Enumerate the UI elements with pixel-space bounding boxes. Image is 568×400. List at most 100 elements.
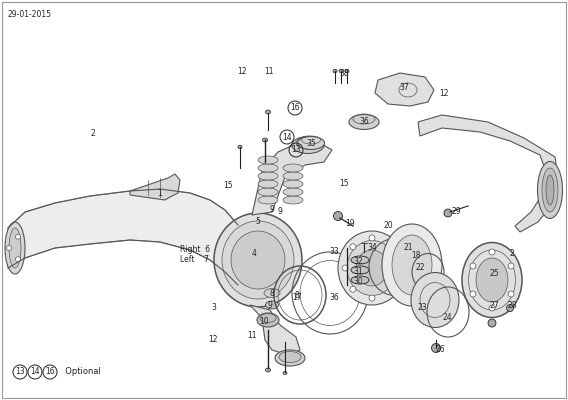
Text: 14: 14 <box>30 368 40 376</box>
Ellipse shape <box>542 168 558 212</box>
Text: 8: 8 <box>295 290 299 300</box>
Text: 14: 14 <box>282 132 292 142</box>
Circle shape <box>342 265 348 271</box>
Circle shape <box>489 305 495 311</box>
Text: 9: 9 <box>278 206 282 216</box>
Text: 15: 15 <box>223 182 233 190</box>
Text: 8: 8 <box>270 290 274 298</box>
Ellipse shape <box>392 235 432 295</box>
Circle shape <box>488 319 496 327</box>
Text: 17: 17 <box>292 292 302 302</box>
Ellipse shape <box>345 69 349 73</box>
Ellipse shape <box>231 231 285 289</box>
Text: Left    7: Left 7 <box>180 254 209 264</box>
Ellipse shape <box>283 188 303 196</box>
Text: 25: 25 <box>489 268 499 278</box>
Ellipse shape <box>356 250 388 286</box>
Ellipse shape <box>258 188 278 196</box>
Text: 11: 11 <box>247 332 257 340</box>
Text: 2: 2 <box>91 128 95 138</box>
Ellipse shape <box>258 180 278 188</box>
Circle shape <box>350 286 356 292</box>
Circle shape <box>15 234 20 239</box>
Circle shape <box>396 265 402 271</box>
Text: 21: 21 <box>403 242 413 252</box>
Ellipse shape <box>222 221 294 299</box>
Text: 5: 5 <box>256 218 261 226</box>
Text: 12: 12 <box>439 90 449 98</box>
Text: 36: 36 <box>329 292 339 302</box>
Text: 4: 4 <box>252 250 256 258</box>
Text: 24: 24 <box>442 312 452 322</box>
Ellipse shape <box>537 162 562 218</box>
Ellipse shape <box>283 172 303 180</box>
Ellipse shape <box>258 156 278 164</box>
Circle shape <box>470 291 476 297</box>
Text: 16: 16 <box>45 368 55 376</box>
Circle shape <box>15 257 20 262</box>
Text: 29-01-2015: 29-01-2015 <box>8 10 52 19</box>
Text: 35: 35 <box>306 138 316 148</box>
Text: 9: 9 <box>270 206 274 214</box>
Polygon shape <box>250 305 300 355</box>
Text: 36: 36 <box>359 118 369 126</box>
Circle shape <box>432 344 441 352</box>
Ellipse shape <box>347 240 397 296</box>
Circle shape <box>369 295 375 301</box>
Polygon shape <box>375 73 434 106</box>
Text: 2: 2 <box>509 248 515 258</box>
Ellipse shape <box>265 301 278 309</box>
Ellipse shape <box>338 231 406 305</box>
Ellipse shape <box>382 224 442 306</box>
Text: 1: 1 <box>158 188 162 198</box>
Ellipse shape <box>476 258 508 302</box>
Text: 37: 37 <box>399 84 409 92</box>
Ellipse shape <box>333 69 337 73</box>
Ellipse shape <box>351 256 369 264</box>
Ellipse shape <box>283 180 303 188</box>
Ellipse shape <box>279 352 301 362</box>
Ellipse shape <box>214 213 302 307</box>
Ellipse shape <box>264 288 280 298</box>
Ellipse shape <box>258 172 278 180</box>
Circle shape <box>508 291 514 297</box>
Ellipse shape <box>349 114 379 130</box>
Circle shape <box>508 263 514 269</box>
Ellipse shape <box>9 228 21 268</box>
Ellipse shape <box>238 145 242 149</box>
Text: 20: 20 <box>383 222 393 230</box>
Ellipse shape <box>339 69 343 73</box>
Ellipse shape <box>283 372 287 374</box>
Text: 23: 23 <box>417 302 427 312</box>
Ellipse shape <box>262 138 268 142</box>
Circle shape <box>388 286 394 292</box>
Polygon shape <box>130 174 180 200</box>
Text: 28: 28 <box>507 300 517 310</box>
Text: 32: 32 <box>353 258 363 266</box>
Text: 22: 22 <box>415 262 425 272</box>
Text: 10: 10 <box>259 318 269 326</box>
Text: 13: 13 <box>291 146 301 154</box>
Text: 34: 34 <box>367 242 377 252</box>
Circle shape <box>388 244 394 250</box>
Text: 26: 26 <box>435 346 445 354</box>
Text: Right  6: Right 6 <box>180 244 210 254</box>
Ellipse shape <box>5 222 25 274</box>
Ellipse shape <box>298 136 324 150</box>
Text: 16: 16 <box>290 104 300 112</box>
Text: 31: 31 <box>353 268 363 276</box>
Text: 38: 38 <box>339 68 349 78</box>
Text: 3: 3 <box>211 304 216 312</box>
Ellipse shape <box>258 164 278 172</box>
Polygon shape <box>8 189 238 285</box>
Circle shape <box>507 304 513 312</box>
Text: 30: 30 <box>353 278 363 286</box>
Ellipse shape <box>546 175 554 205</box>
Circle shape <box>444 209 452 217</box>
Text: 18: 18 <box>411 252 421 260</box>
Circle shape <box>489 249 495 255</box>
Ellipse shape <box>411 272 459 328</box>
Ellipse shape <box>257 313 279 327</box>
Ellipse shape <box>275 350 305 366</box>
Ellipse shape <box>296 137 320 149</box>
